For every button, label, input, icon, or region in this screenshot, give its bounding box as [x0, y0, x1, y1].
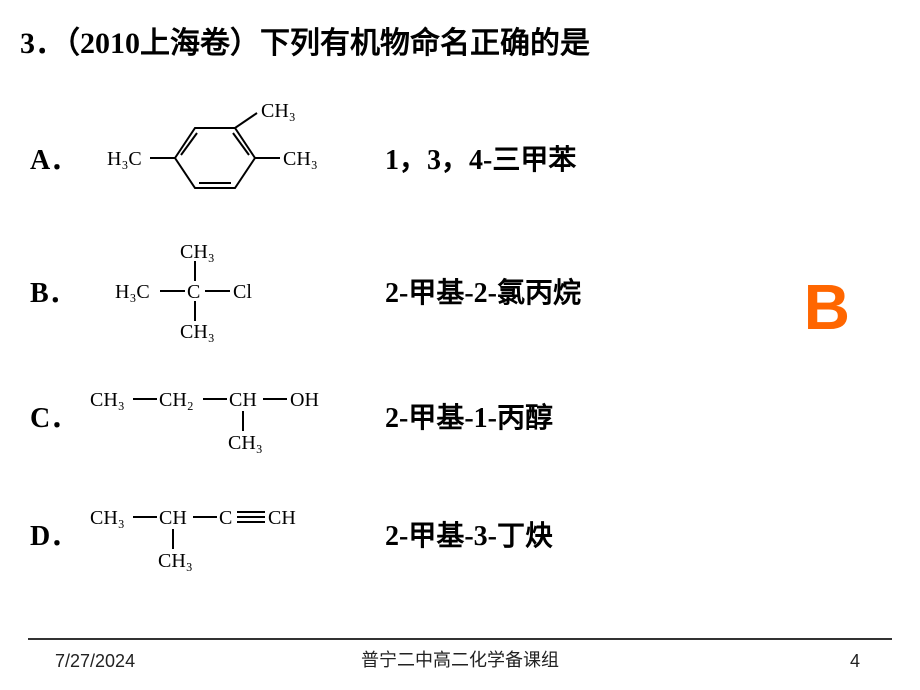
choice-d-name: 2-甲基-3-丁炔	[385, 514, 553, 554]
choice-d-label: D．	[30, 514, 85, 554]
answer-letter: B	[804, 270, 850, 344]
h3c-label: H₃C	[107, 148, 142, 170]
ch3-d: CH₃	[90, 507, 125, 529]
question-text: 下列有机物命名正确的是	[260, 27, 590, 60]
chloropropane-icon: H₃C C Cl CH₃ CH₃	[85, 236, 345, 346]
oh-c: OH	[290, 389, 319, 411]
choice-a-structure: H₃C CH₃ CH₃	[85, 103, 345, 213]
benzene-trimethyl-icon: H₃C CH₃ CH₃	[85, 103, 345, 213]
choice-c-label: C．	[30, 396, 85, 436]
ch3-label-2: CH₃	[261, 103, 296, 122]
question-header: 3．（2010上海卷）下列有机物命名正确的是	[20, 18, 590, 62]
choice-c-name: 2-甲基-1-丙醇	[385, 396, 553, 436]
choice-b-name: 2-甲基-2-氯丙烷	[385, 271, 581, 311]
footer-page: 4	[850, 651, 860, 672]
choice-b-structure: H₃C C Cl CH₃ CH₃	[85, 236, 345, 346]
choice-a-name: 1，3，4-三甲苯	[385, 138, 576, 178]
ch-d2: CH	[268, 507, 296, 529]
c-label: C	[187, 281, 200, 303]
ch3-c: CH₃	[90, 389, 125, 411]
choice-row-c: C． CH₃ CH₂ CH OH CH₃ 2-甲基-1-丙醇	[30, 366, 890, 466]
footer-center: 普宁二中高二化学备课组	[0, 646, 920, 672]
butyne-icon: CH₃ CH C CH CH₃	[85, 489, 345, 579]
ch3-d2: CH₃	[158, 550, 193, 572]
choice-a-label: A．	[30, 138, 85, 178]
ch-d: CH	[159, 507, 187, 529]
ch3-c2: CH₃	[228, 432, 263, 454]
ch2-c: CH₂	[159, 389, 194, 411]
choices-container: A． H₃C CH₃ CH₃ 1，3，4-三甲苯 B．	[30, 100, 890, 602]
choice-row-d: D． CH₃ CH C CH CH₃ 2-甲基-3-丁炔	[30, 484, 890, 584]
ch-c: CH	[229, 389, 257, 411]
ch3-bottom: CH₃	[180, 321, 215, 343]
propanol-icon: CH₃ CH₂ CH OH CH₃	[85, 371, 345, 461]
h3c-label-b: H₃C	[115, 281, 150, 303]
choice-b-label: B．	[30, 271, 85, 311]
footer-divider	[28, 638, 892, 640]
question-source: （2010上海卷）	[65, 27, 260, 60]
choice-row-a: A． H₃C CH₃ CH₃ 1，3，4-三甲苯	[30, 100, 890, 215]
choice-c-structure: CH₃ CH₂ CH OH CH₃	[85, 371, 345, 461]
ch3-top: CH₃	[180, 241, 215, 263]
choice-d-structure: CH₃ CH C CH CH₃	[85, 489, 345, 579]
question-number: 3．	[20, 27, 65, 60]
c-d: C	[219, 507, 232, 529]
choice-row-b: B． H₃C C Cl CH₃ CH₃ 2-甲基-2-氯丙烷	[30, 233, 890, 348]
cl-label: Cl	[233, 281, 252, 303]
ch3-label: CH₃	[283, 148, 318, 170]
